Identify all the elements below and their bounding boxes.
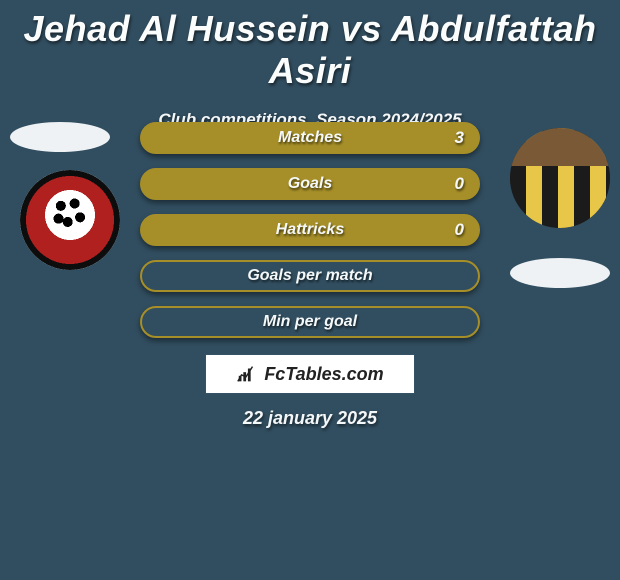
stat-value: 0 (455, 170, 464, 198)
player-avatar-icon (510, 128, 610, 228)
stat-row-goals-per-match: Goals per match (140, 260, 480, 292)
stat-label: Goals per match (142, 262, 478, 290)
brand-badge: FcTables.com (205, 354, 415, 394)
stat-value: 3 (455, 124, 464, 152)
club-logo-icon (20, 170, 120, 270)
stat-row-goals: Goals 0 (140, 168, 480, 200)
stat-label: Matches (142, 124, 478, 152)
page-title: Jehad Al Hussein vs Abdulfattah Asiri (0, 0, 620, 92)
player-left-oval (10, 122, 110, 152)
stat-row-hattricks: Hattricks 0 (140, 214, 480, 246)
infographic-date: 22 january 2025 (0, 408, 620, 429)
stat-value: 0 (455, 216, 464, 244)
player-right-oval (510, 258, 610, 288)
stat-row-matches: Matches 3 (140, 122, 480, 154)
stat-label: Min per goal (142, 308, 478, 336)
stats-container: Matches 3 Goals 0 Hattricks 0 Goals per … (140, 122, 480, 352)
player-right-avatar (510, 128, 610, 228)
bar-chart-icon (236, 363, 258, 385)
brand-text: FcTables.com (264, 364, 383, 385)
stat-label: Hattricks (142, 216, 478, 244)
stat-row-min-per-goal: Min per goal (140, 306, 480, 338)
player-left-logo (20, 170, 120, 270)
stat-label: Goals (142, 170, 478, 198)
